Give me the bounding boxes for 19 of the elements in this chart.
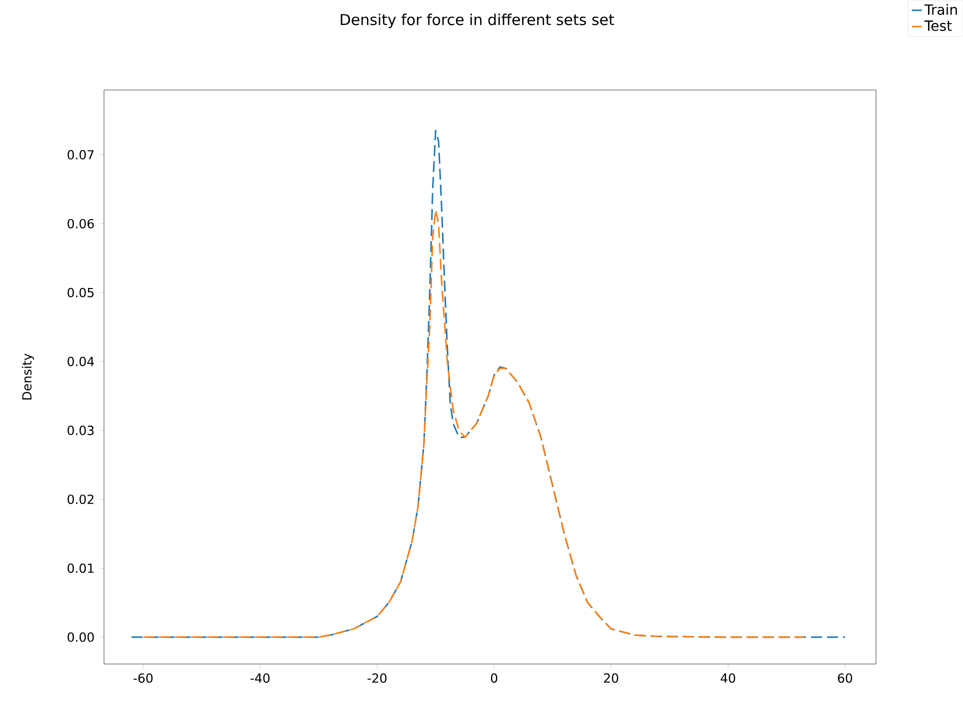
x-tick-label: 60: [838, 673, 852, 683]
y-tick-label: 0.01: [68, 563, 94, 573]
x-tick-label: 20: [604, 673, 618, 683]
legend-label: Test: [924, 20, 952, 31]
y-tick-label: 0.07: [68, 150, 94, 160]
x-tick-label: 0: [490, 673, 498, 683]
y-tick-label: 0.04: [68, 356, 94, 366]
y-tick-label: 0.06: [68, 218, 94, 228]
y-axis-title: Density: [22, 354, 34, 400]
legend-label: Train: [924, 4, 957, 15]
x-tick-label: -60: [134, 673, 153, 683]
x-tick-label: -20: [368, 673, 387, 683]
y-tick-label: 0.05: [68, 288, 94, 298]
x-tick-label: 40: [720, 673, 736, 683]
x-tick-label: -40: [250, 673, 270, 683]
y-tick-label: 0.02: [68, 494, 94, 504]
y-tick-label: 0.00: [68, 632, 94, 642]
chart-title: Density for force in different sets set: [340, 14, 614, 28]
y-tick-label: 0.03: [68, 426, 94, 436]
